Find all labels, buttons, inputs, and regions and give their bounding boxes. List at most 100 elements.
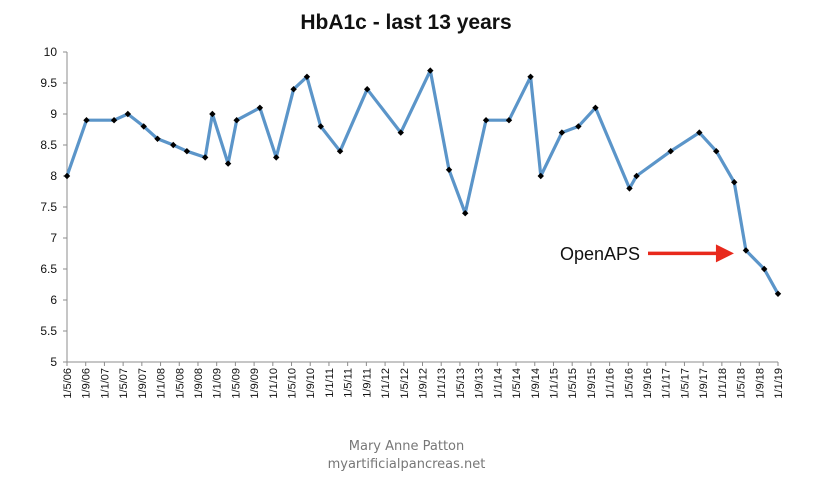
data-point-marker bbox=[713, 148, 720, 155]
annotation-arrow-head bbox=[715, 244, 734, 263]
data-point-marker bbox=[667, 148, 674, 155]
website-credit: myartificialpancreas.net bbox=[327, 457, 486, 472]
data-point-marker bbox=[592, 104, 599, 111]
x-tick-label: 1/1/07 bbox=[99, 368, 111, 399]
data-point-marker bbox=[558, 129, 566, 136]
x-tick-label: 1/5/13 bbox=[455, 368, 467, 399]
y-tick-label: 5 bbox=[50, 355, 57, 369]
data-point-marker bbox=[505, 117, 513, 124]
x-tick-label: 1/1/12 bbox=[380, 368, 392, 399]
y-axis-ticks: 5 5.5 6 6.5 7 7.5 8 8.5 9 9.5 10 bbox=[40, 45, 67, 369]
x-tick-label: 1/9/13 bbox=[474, 368, 486, 399]
data-point-marker bbox=[233, 117, 240, 124]
data-point-marker bbox=[140, 123, 147, 130]
x-tick-label: 1/5/17 bbox=[679, 368, 691, 399]
x-tick-label: 1/9/09 bbox=[249, 368, 261, 399]
x-tick-label: 1/9/15 bbox=[586, 368, 598, 399]
data-point-marker bbox=[83, 117, 90, 124]
y-tick-label: 6 bbox=[50, 293, 57, 307]
x-tick-label: 1/1/10 bbox=[268, 368, 280, 399]
data-point-marker bbox=[527, 73, 534, 80]
x-tick-label: 1/5/08 bbox=[174, 368, 186, 399]
x-tick-label: 1/5/16 bbox=[623, 368, 635, 399]
x-tick-label: 1/9/07 bbox=[137, 368, 149, 399]
data-point-marker bbox=[256, 104, 264, 111]
data-point-marker bbox=[427, 67, 434, 74]
y-tick-label: 6.5 bbox=[40, 262, 57, 276]
data-point-marker bbox=[482, 117, 490, 124]
x-tick-label: 1/1/15 bbox=[548, 368, 560, 399]
data-point-marker bbox=[696, 129, 703, 136]
author-credit: Mary Anne Patton bbox=[348, 439, 465, 454]
x-tick-label: 1/5/06 bbox=[62, 368, 74, 399]
x-tick-label: 1/1/11 bbox=[324, 368, 336, 398]
data-point-marker bbox=[575, 123, 582, 130]
x-tick-label: 1/5/18 bbox=[736, 368, 748, 399]
y-tick-label: 7.5 bbox=[40, 200, 57, 214]
data-point-marker bbox=[273, 154, 280, 161]
data-point-marker bbox=[462, 210, 469, 217]
data-point-marker bbox=[336, 148, 344, 155]
data-point-marker bbox=[397, 129, 404, 136]
data-point-marker bbox=[110, 117, 118, 124]
x-tick-label: 1/5/09 bbox=[230, 368, 242, 399]
openaps-annotation: OpenAPS bbox=[560, 244, 734, 264]
data-point-marker bbox=[626, 185, 633, 192]
x-tick-label: 1/1/14 bbox=[492, 368, 504, 399]
x-tick-label: 1/9/17 bbox=[698, 368, 710, 399]
y-tick-label: 9.5 bbox=[40, 76, 57, 90]
data-point-marker bbox=[317, 123, 324, 130]
x-tick-label: 1/5/10 bbox=[287, 368, 299, 399]
x-tick-label: 1/1/18 bbox=[717, 368, 729, 399]
data-point-marker bbox=[303, 73, 311, 80]
data-point-marker bbox=[124, 110, 132, 118]
series-line bbox=[65, 68, 780, 296]
data-point-marker bbox=[224, 160, 232, 167]
data-point-marker bbox=[290, 86, 297, 93]
chart-title: HbA1c - last 13 years bbox=[300, 11, 511, 34]
y-tick-label: 10 bbox=[44, 45, 58, 59]
data-point-marker bbox=[633, 172, 640, 180]
y-tick-label: 8.5 bbox=[40, 138, 57, 152]
data-point-marker bbox=[761, 265, 768, 273]
data-point-marker bbox=[537, 172, 544, 180]
x-tick-label: 1/5/11 bbox=[343, 368, 355, 398]
x-tick-label: 1/5/14 bbox=[511, 368, 523, 399]
chart-axes bbox=[66, 52, 778, 363]
x-tick-label: 1/9/18 bbox=[754, 368, 766, 399]
x-tick-label: 1/1/08 bbox=[156, 368, 168, 399]
y-tick-label: 7 bbox=[50, 231, 57, 245]
x-tick-label: 1/5/12 bbox=[399, 368, 411, 399]
x-tick-label: 1/9/14 bbox=[530, 368, 542, 399]
x-tick-label: 1/1/16 bbox=[605, 368, 617, 399]
data-point-marker bbox=[731, 179, 738, 186]
data-point-marker bbox=[363, 86, 371, 93]
x-tick-label: 1/9/16 bbox=[642, 368, 654, 399]
data-point-marker bbox=[170, 141, 177, 149]
x-tick-label: 1/9/11 bbox=[361, 368, 373, 398]
data-point-marker bbox=[183, 148, 191, 155]
x-tick-label: 1/1/13 bbox=[436, 368, 448, 399]
data-point-marker bbox=[154, 135, 161, 142]
x-tick-label: 1/9/08 bbox=[193, 368, 205, 399]
x-tick-label: 1/1/09 bbox=[212, 368, 224, 399]
y-tick-label: 5.5 bbox=[40, 324, 57, 338]
x-axis-ticks: 1/5/06 1/9/06 1/1/07 1/5/07 1/9/07 1/1/08 1/5/… bbox=[62, 362, 785, 399]
data-point-marker bbox=[63, 172, 71, 180]
data-point-marker bbox=[209, 110, 216, 118]
x-tick-label: 1/1/17 bbox=[661, 368, 673, 399]
y-tick-label: 8 bbox=[50, 169, 57, 183]
x-tick-label: 1/9/06 bbox=[81, 368, 93, 399]
data-point-marker bbox=[774, 290, 782, 297]
y-tick-label: 9 bbox=[50, 107, 57, 121]
x-tick-label: 1/9/12 bbox=[418, 368, 430, 399]
x-tick-label: 1/5/07 bbox=[118, 368, 130, 399]
x-tick-label: 1/9/10 bbox=[305, 368, 317, 399]
x-tick-label: 1/1/19 bbox=[773, 368, 785, 399]
data-point-marker bbox=[445, 166, 453, 173]
annotation-label: OpenAPS bbox=[560, 244, 640, 264]
data-series bbox=[63, 67, 782, 297]
data-point-marker bbox=[201, 154, 209, 161]
x-tick-label: 1/5/15 bbox=[567, 368, 579, 399]
